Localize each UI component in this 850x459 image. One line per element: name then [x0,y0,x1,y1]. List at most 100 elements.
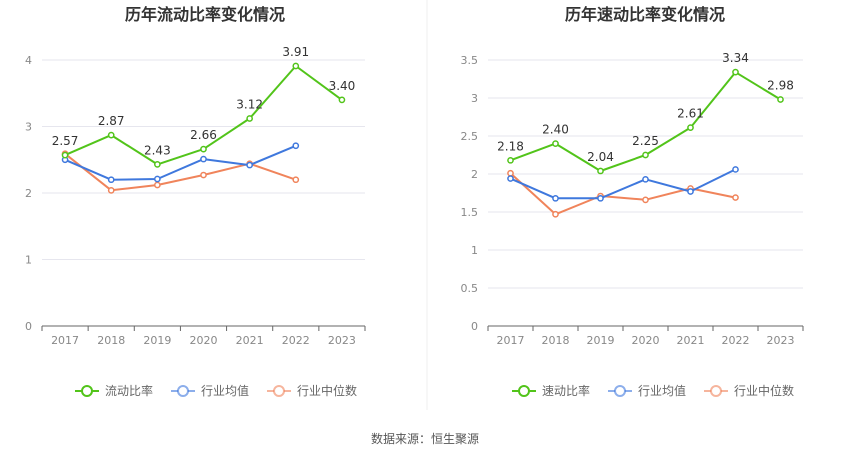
y-tick-label: 0 [25,320,32,333]
data-point [642,175,649,183]
y-tick-label: 1 [25,254,32,267]
data-label: 2.66 [190,128,217,142]
series-line [64,153,297,192]
current-ratio-chart: 历年流动比率变化情况 0 1 2 3 4 2017 2018 2019 2020 2021 2022 2… [25,5,366,398]
x-tick-label: 2019 [143,334,171,347]
legend-item[interactable]: 行业中位数 [704,383,794,398]
data-point [246,115,253,122]
x-tick-label: 2017 [51,334,79,347]
x-tick-label: 2023 [328,334,356,347]
data-label: 2.25 [632,134,659,148]
series-line [510,168,736,200]
legend-marker [614,385,626,397]
legend-marker [518,385,530,397]
y-tick-label: 2 [25,187,32,200]
data-point [552,194,559,202]
data-label: 2.43 [144,143,171,157]
legend-marker [177,385,189,397]
legend-item[interactable]: 流动比率 [75,383,153,398]
legend-item[interactable]: 速动比率 [512,383,590,398]
data-point [200,155,207,163]
data-label: 2.57 [52,134,79,148]
series-line [509,172,736,216]
data-point [732,166,739,173]
y-tick-label: 4 [25,54,32,67]
x-tick-label: 2021 [236,334,264,347]
y-tick-label: 3 [471,92,478,105]
data-point [292,142,300,150]
x-tick-label: 2018 [542,334,570,347]
data-label: 2.04 [587,150,614,164]
data-point [597,167,604,175]
x-tick-label: 2020 [632,334,660,347]
data-point [200,171,207,179]
x-tick-label: 2022 [282,334,310,347]
y-tick-label: 0 [471,320,478,333]
legend-marker [273,385,285,397]
data-label: 2.98 [767,79,794,93]
data-point [642,151,649,159]
data-point [687,188,694,195]
data-point [507,169,514,177]
y-tick-label: 1.5 [461,206,479,219]
x-tick-label: 2023 [767,334,795,347]
data-label: 2.61 [677,107,704,121]
data-point [507,175,514,182]
data-point [642,196,649,204]
legend-label: 行业均值 [201,383,249,398]
data-point [200,145,207,153]
legend: 流动比率 行业均值 行业中位数 [75,383,357,398]
data-point [292,62,300,70]
y-tick-label: 2 [471,168,478,181]
legend-label: 行业中位数 [734,383,794,398]
legend-item[interactable]: 行业均值 [608,383,686,398]
data-point [61,151,69,159]
data-point [597,194,604,202]
data-label: 3.40 [329,79,356,93]
x-tick-label: 2017 [497,334,525,347]
data-label: 2.87 [98,114,125,128]
chart-title: 历年流动比率变化情况 [125,5,285,24]
data-point [292,176,300,184]
data-point [107,131,115,139]
data-point [107,176,115,184]
y-tick-label: 3.5 [461,54,479,67]
x-tick-label: 2018 [97,334,125,347]
data-point [732,194,739,201]
data-point [552,210,559,218]
legend-label: 行业中位数 [297,383,357,398]
series-line [64,144,297,181]
data-point [777,96,784,103]
data-point [154,175,161,183]
data-point [338,96,346,104]
legend-label: 行业均值 [638,383,686,398]
data-point [246,161,253,169]
y-tick-label: 0.5 [461,282,479,295]
legend-marker [710,385,722,397]
legend-label: 流动比率 [105,383,153,398]
data-label: 3.34 [722,51,749,65]
legend-marker [81,385,93,397]
legend: 速动比率 行业均值 行业中位数 [512,383,794,398]
quick-ratio-chart: 历年速动比率变化情况 0 0.5 1 1.5 2 2.5 3 3.5 2017 2018 2019 20… [461,5,804,398]
data-label: 3.12 [236,98,263,112]
x-tick-label: 2019 [587,334,615,347]
data-point [552,140,559,147]
legend-item[interactable]: 行业均值 [171,383,249,398]
data-point [507,156,514,164]
data-point [687,124,694,131]
y-tick-label: 1 [471,244,478,257]
data-label: 2.18 [497,139,524,153]
data-point [732,68,739,76]
chart-title: 历年速动比率变化情况 [565,5,725,24]
data-point [107,186,115,194]
x-tick-label: 2021 [677,334,705,347]
y-tick-label: 3 [25,121,32,134]
legend-item[interactable]: 行业中位数 [267,383,357,398]
data-label: 3.91 [282,45,309,59]
x-tick-label: 2022 [722,334,750,347]
y-tick-label: 2.5 [461,130,479,143]
legend-label: 速动比率 [542,383,590,398]
data-point [154,181,161,189]
